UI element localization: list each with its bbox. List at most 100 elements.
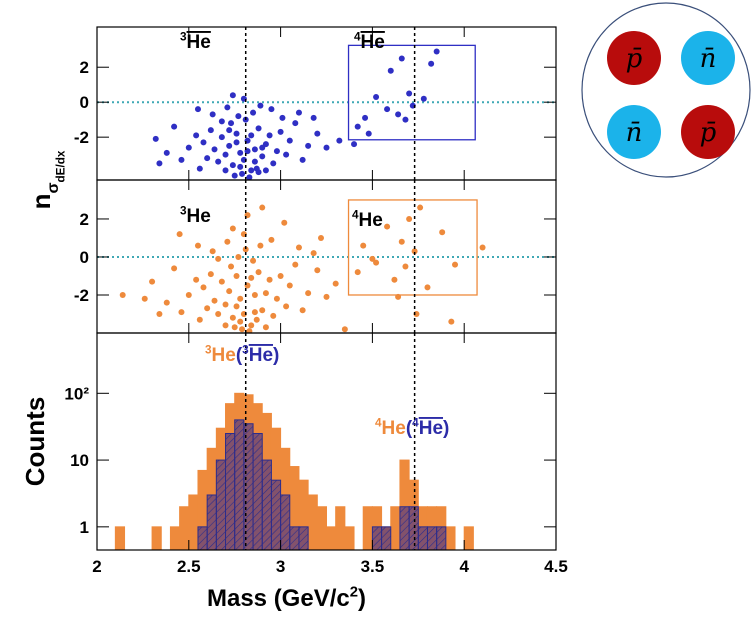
point xyxy=(248,132,255,139)
histogram-bar xyxy=(463,526,474,550)
point xyxy=(176,231,183,238)
point xyxy=(185,291,192,298)
point xyxy=(354,123,361,130)
label-part: 4 xyxy=(375,416,382,429)
label-part: He xyxy=(359,210,383,231)
point xyxy=(204,305,211,312)
histogram-bar xyxy=(298,526,309,550)
y-tick-label: -2 xyxy=(74,286,89,305)
point xyxy=(317,234,324,241)
histogram-bar xyxy=(179,506,190,550)
point xyxy=(448,318,455,325)
y-tick-label: 2 xyxy=(80,210,89,229)
label-part: He xyxy=(382,418,406,439)
label-part: 3 xyxy=(205,343,212,356)
point xyxy=(156,160,163,167)
point xyxy=(178,156,185,163)
x-tick-label: 4 xyxy=(459,557,469,576)
point xyxy=(424,284,431,291)
point xyxy=(277,128,284,135)
point xyxy=(233,303,240,310)
point xyxy=(384,106,391,113)
label-part: ) xyxy=(443,418,449,439)
point xyxy=(171,123,178,130)
point xyxy=(218,134,225,141)
point xyxy=(406,215,413,222)
x-tick-label: 3.5 xyxy=(361,557,385,576)
point xyxy=(209,248,216,255)
point xyxy=(257,102,264,109)
y-tick-label: 2 xyxy=(80,58,89,77)
point xyxy=(242,246,249,253)
point xyxy=(310,250,317,257)
point xyxy=(428,60,435,67)
point xyxy=(226,142,233,149)
label-part: σ xyxy=(44,182,62,193)
annotation: 4He xyxy=(354,30,385,53)
point xyxy=(251,146,258,153)
point xyxy=(310,114,317,121)
point xyxy=(163,299,170,306)
point xyxy=(218,118,225,125)
point xyxy=(231,172,238,179)
point xyxy=(420,95,427,102)
label-part: Mass (GeV/c xyxy=(207,585,350,612)
point xyxy=(402,116,409,123)
histogram-bar xyxy=(114,526,126,550)
x-tick-label: 3 xyxy=(276,557,285,576)
annotation: 4He(4He) xyxy=(375,416,449,439)
point xyxy=(222,151,229,158)
point xyxy=(222,322,229,329)
point xyxy=(235,253,242,260)
label-part: 4 xyxy=(412,416,419,429)
plot-area xyxy=(97,180,556,333)
point xyxy=(255,125,262,132)
point xyxy=(323,293,330,300)
histogram-bar xyxy=(390,506,401,550)
point xyxy=(222,167,229,174)
antineutron xyxy=(607,105,661,159)
point xyxy=(270,312,277,319)
point xyxy=(384,223,391,230)
label-part: He xyxy=(361,32,385,53)
antineutron xyxy=(681,31,735,85)
histogram-bar xyxy=(399,506,410,550)
point xyxy=(233,272,240,279)
y-tick-label: 1 xyxy=(80,518,89,537)
point xyxy=(439,229,446,236)
particle-label: p̄ xyxy=(626,44,643,74)
point xyxy=(248,167,255,174)
point xyxy=(237,163,244,170)
point xyxy=(266,276,273,283)
histogram-bar xyxy=(252,433,263,550)
point xyxy=(332,280,339,287)
histogram-bar xyxy=(436,526,447,550)
point xyxy=(292,261,299,268)
point xyxy=(391,276,398,283)
histogram-bar xyxy=(261,459,272,550)
histogram-bar xyxy=(188,494,199,550)
selection-box xyxy=(347,199,478,296)
point xyxy=(224,238,231,245)
point xyxy=(246,174,253,180)
histogram-bar xyxy=(151,526,162,550)
point xyxy=(305,290,312,297)
y-tick-label: -2 xyxy=(74,128,89,147)
point xyxy=(229,225,236,232)
point xyxy=(411,248,418,255)
point xyxy=(395,111,402,118)
point xyxy=(279,114,286,121)
label-part: 3 xyxy=(242,343,249,356)
point xyxy=(152,135,159,142)
point xyxy=(305,142,312,149)
point xyxy=(286,282,293,289)
histogram-bar xyxy=(197,526,208,550)
point xyxy=(273,148,280,155)
point xyxy=(193,132,200,139)
point xyxy=(295,109,302,116)
point xyxy=(351,141,358,148)
label-part: 2 xyxy=(350,584,358,600)
label-part: dE/dx xyxy=(54,150,67,182)
point xyxy=(251,291,258,298)
